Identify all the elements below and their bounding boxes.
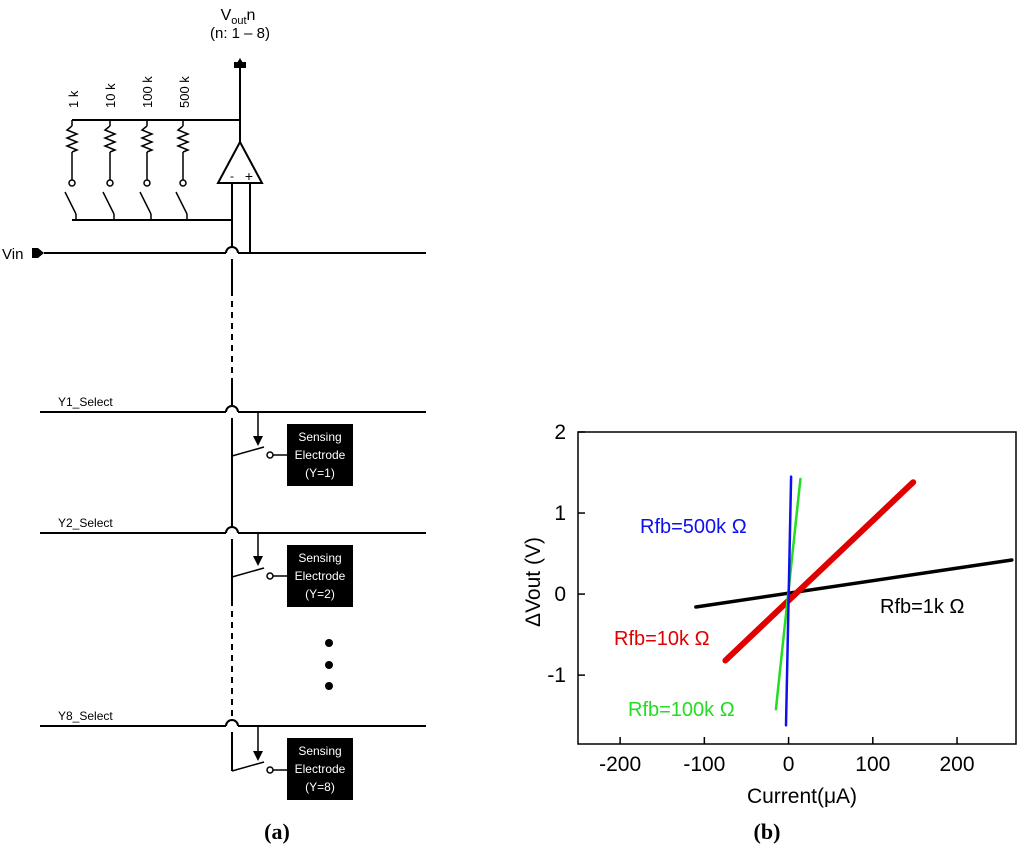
svg-text:(Y=8): (Y=8): [305, 780, 335, 794]
y2-select-label: Y2_Select: [58, 516, 113, 530]
svg-text:+: +: [245, 168, 253, 184]
vin-label: Vin: [2, 246, 23, 263]
y-tick-label: -1: [547, 664, 566, 687]
axis-ticks: -200 -100 0 100 200 -1 0 1 2: [547, 421, 974, 776]
series-line-3: [784, 475, 793, 727]
resistor-label-1k: 1 k: [66, 90, 81, 108]
iv-chart: -200 -100 0 100 200 -1 0 1 2 Current(μA) ΔVout (…: [522, 421, 1017, 844]
y-tick-label: 2: [554, 421, 566, 444]
svg-text:Electrode: Electrode: [295, 448, 346, 462]
y-tick-label: 0: [554, 583, 566, 606]
caption-a: (a): [264, 819, 290, 844]
y-tick-label: 1: [554, 502, 566, 525]
vout-label: Voutn: [221, 7, 256, 27]
wire-crossover: [225, 246, 239, 254]
switch-icon: [231, 446, 265, 457]
resistor-label-500k: 500 k: [177, 76, 192, 108]
circuit-diagram: Voutn (n: 1 – 8) 1 k 10 k 100 k 500 k: [2, 7, 426, 844]
y1-select-label: Y1_Select: [58, 395, 113, 409]
svg-text:Electrode: Electrode: [295, 569, 346, 583]
ellipsis-dots: [325, 639, 333, 690]
resistor-branch-1k: [64, 120, 80, 220]
resistor-branch-100k: [139, 120, 155, 220]
switch-icon: [231, 761, 265, 772]
row-y8: Y8_Select Sensing Electrode (Y=8): [40, 709, 426, 800]
resistor-label-10k: 10 k: [103, 83, 118, 108]
switch-icon: [102, 191, 115, 215]
switch-icon: [64, 191, 77, 215]
x-tick-label: 200: [940, 753, 975, 776]
svg-text:Sensing: Sensing: [298, 430, 341, 444]
sensing-electrode-y2: [287, 545, 353, 607]
resistor-branch-10k: [102, 120, 118, 220]
svg-text:Sensing: Sensing: [298, 744, 341, 758]
series-label-1k: Rfb=1k Ω: [880, 596, 964, 618]
series-label-10k: Rfb=10k Ω: [614, 628, 710, 650]
sensing-electrode-y1: [287, 424, 353, 486]
switch-contact-icon: [179, 179, 187, 187]
switch-icon: [231, 567, 265, 578]
plot-frame: [577, 431, 1017, 745]
svg-text:Electrode: Electrode: [295, 762, 346, 776]
x-tick-label: 100: [855, 753, 890, 776]
series-line-0: [694, 558, 1014, 609]
vout-range-label: (n: 1 – 8): [210, 25, 270, 42]
svg-text:-: -: [230, 169, 234, 183]
switch-contact-icon: [106, 179, 114, 187]
resistor-label-100k: 100 k: [140, 76, 155, 108]
vin-terminal: [32, 248, 44, 258]
series-label-500k: Rfb=500k Ω: [640, 516, 747, 538]
row-y2: Y2_Select Sensing Electrode (Y=2): [40, 510, 426, 720]
series-label-100k: Rfb=100k Ω: [628, 699, 735, 721]
switch-icon: [139, 191, 152, 215]
switch-contact-icon: [68, 179, 76, 187]
x-tick-label: -200: [599, 753, 641, 776]
resistor-icon: [64, 125, 80, 153]
caption-b: (b): [754, 819, 781, 844]
resistor-icon: [175, 125, 191, 153]
sensing-electrode-y8: [287, 738, 353, 800]
switch-contact-icon: [143, 179, 151, 187]
y-axis-label: ΔVout (V): [522, 537, 545, 627]
y8-select-label: Y8_Select: [58, 709, 113, 723]
resistor-branch-500k: [175, 120, 191, 220]
switch-icon: [175, 191, 188, 215]
svg-text:Sensing: Sensing: [298, 551, 341, 565]
row-y1: Y1_Select Sensing Electrode (Y=1): [40, 380, 426, 510]
resistor-icon: [102, 125, 118, 153]
opamp-icon: - +: [216, 139, 264, 184]
series-line-1: [722, 479, 917, 664]
x-tick-label: 0: [783, 753, 795, 776]
chart-series: [694, 475, 1014, 727]
svg-text:(Y=2): (Y=2): [305, 587, 335, 601]
x-axis-label: Current(μA): [747, 785, 857, 808]
svg-text:(Y=1): (Y=1): [305, 466, 335, 480]
resistor-icon: [139, 125, 155, 153]
x-tick-label: -100: [683, 753, 725, 776]
